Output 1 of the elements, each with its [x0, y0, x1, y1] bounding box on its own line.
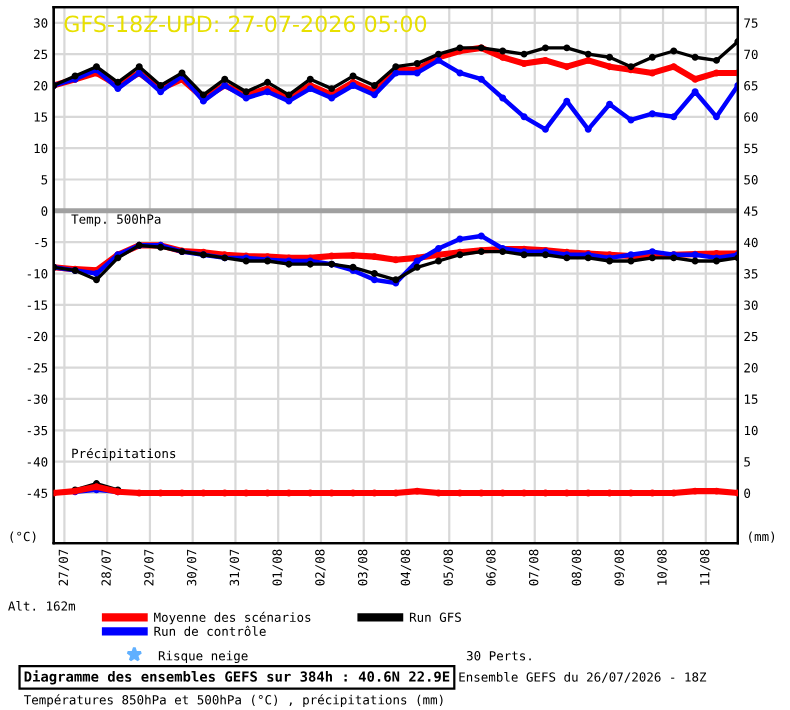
- annotation: GFS-18Z-UPD: 27-07-2026 05:00: [64, 15, 427, 33]
